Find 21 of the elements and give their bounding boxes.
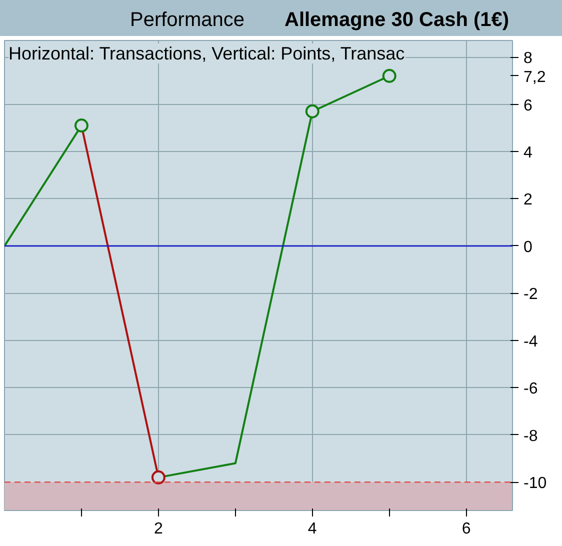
y-tick-label: -6 (524, 380, 538, 398)
y-tick-label: 7,2 (524, 68, 546, 86)
y-tick-label: 4 (524, 144, 532, 162)
y-tick-label: -4 (524, 333, 538, 350)
y-tick-label: 6 (524, 97, 532, 114)
x-tick-label: 4 (308, 520, 317, 538)
y-tick-label: 0 (524, 238, 532, 256)
ref-line-label: -10 (524, 475, 547, 492)
x-tick-label: 2 (154, 520, 163, 538)
y-tick-label: -2 (524, 286, 538, 304)
point (74, 118, 88, 133)
annotation: Horizontal: Transactions, Vertical: Points, Transac (8, 44, 405, 64)
chart-title: Performance (130, 9, 244, 31)
y-tick-label: 2 (524, 192, 532, 209)
chart-subtitle: Allemagne 30 Cash (1€) (284, 9, 510, 31)
y-tick-label: -8 (524, 428, 538, 445)
y-tick-label: 8 (524, 50, 532, 68)
point (382, 68, 396, 83)
x-tick-label: 6 (462, 520, 471, 538)
point (151, 470, 166, 484)
point (305, 104, 320, 118)
